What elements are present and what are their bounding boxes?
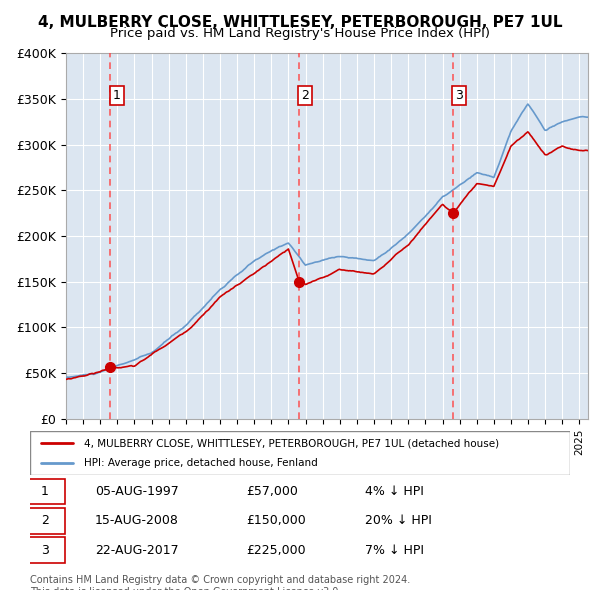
Text: 15-AUG-2008: 15-AUG-2008 (95, 514, 179, 527)
Text: 2: 2 (301, 89, 309, 102)
Text: 1: 1 (113, 89, 121, 102)
Text: £150,000: £150,000 (246, 514, 306, 527)
Text: HPI: Average price, detached house, Fenland: HPI: Average price, detached house, Fenl… (84, 458, 318, 467)
Text: 3: 3 (41, 543, 49, 556)
FancyBboxPatch shape (25, 537, 65, 563)
FancyBboxPatch shape (30, 431, 570, 475)
Text: Contains HM Land Registry data © Crown copyright and database right 2024.
This d: Contains HM Land Registry data © Crown c… (30, 575, 410, 590)
Text: £225,000: £225,000 (246, 543, 305, 556)
Text: 4, MULBERRY CLOSE, WHITTLESEY, PETERBOROUGH, PE7 1UL: 4, MULBERRY CLOSE, WHITTLESEY, PETERBORO… (38, 15, 562, 30)
Text: 7% ↓ HPI: 7% ↓ HPI (365, 543, 424, 556)
Text: Price paid vs. HM Land Registry's House Price Index (HPI): Price paid vs. HM Land Registry's House … (110, 27, 490, 40)
Text: 3: 3 (455, 89, 463, 102)
Text: 4, MULBERRY CLOSE, WHITTLESEY, PETERBOROUGH, PE7 1UL (detached house): 4, MULBERRY CLOSE, WHITTLESEY, PETERBORO… (84, 438, 499, 448)
Text: 22-AUG-2017: 22-AUG-2017 (95, 543, 178, 556)
Text: 2: 2 (41, 514, 49, 527)
Text: 05-AUG-1997: 05-AUG-1997 (95, 485, 179, 498)
FancyBboxPatch shape (25, 508, 65, 534)
Text: 20% ↓ HPI: 20% ↓ HPI (365, 514, 431, 527)
Text: £57,000: £57,000 (246, 485, 298, 498)
Text: 1: 1 (41, 485, 49, 498)
Text: 4% ↓ HPI: 4% ↓ HPI (365, 485, 424, 498)
FancyBboxPatch shape (25, 479, 65, 504)
